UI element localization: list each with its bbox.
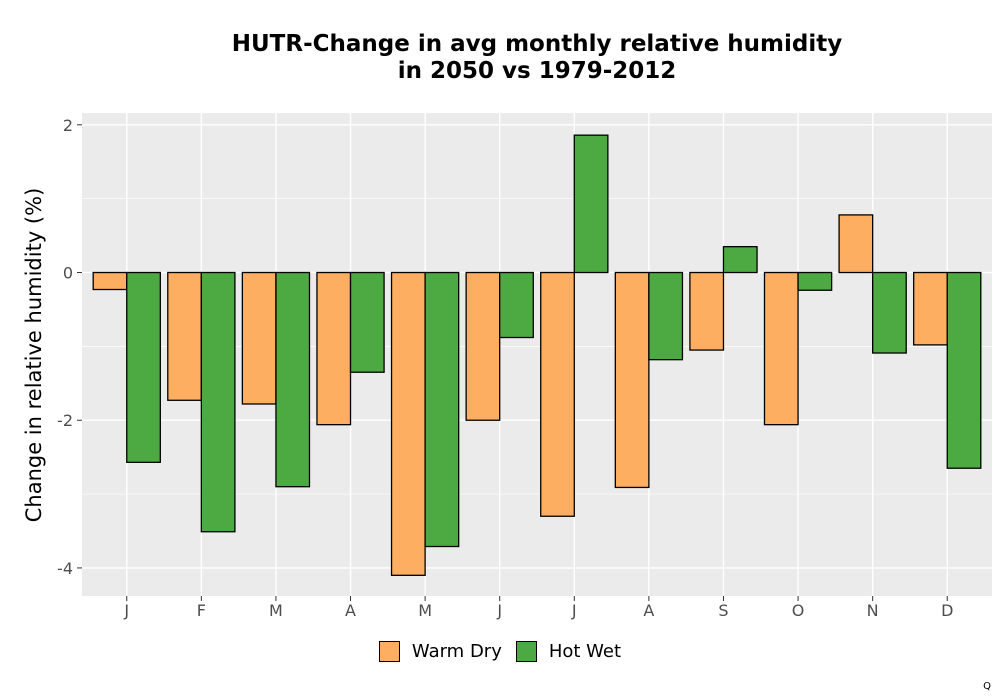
x-tick-label: S [718,601,728,620]
bar-hot-wet [424,271,460,548]
x-tick-label: M [418,601,432,620]
corner-mark: Q [983,681,991,692]
bar-hot-wet [349,271,385,373]
legend-item: Hot Wet [515,641,622,662]
bar-hot-wet [946,271,982,469]
bar-hot-wet [499,271,534,339]
legend: Warm Dry Hot Wet [0,641,1000,662]
x-tick-label: O [792,601,805,620]
bar-hot-wet [648,271,684,361]
bar-hot-wet [797,271,833,291]
bar-warm-dry [763,271,799,426]
y-tick-label: -2 [57,411,73,430]
x-tick-label: J [123,601,129,620]
x-tick-label: A [345,601,356,620]
bar-warm-dry [92,271,128,291]
chart-title: HUTR-Change in avg monthly relative humi… [82,31,992,85]
legend-item: Warm Dry [378,641,502,662]
x-tick-label: A [643,601,654,620]
bar-hot-wet [275,271,311,488]
legend-swatch [515,641,537,662]
bar-hot-wet [872,271,907,354]
bar-hot-wet [573,134,609,274]
x-tick-label: D [941,601,953,620]
bar-warm-dry [913,271,948,346]
bar-hot-wet [200,271,236,533]
y-tick-label: -4 [57,559,73,578]
bar-warm-dry [167,271,202,401]
bar-hot-wet [722,246,758,274]
chart-title-line: in 2050 vs 1979-2012 [397,58,677,84]
y-tick-label: 0 [63,264,73,283]
bar-warm-dry [838,214,874,274]
legend-label: Hot Wet [548,641,622,662]
bar-warm-dry [689,271,725,351]
bar-warm-dry [540,271,575,517]
bar-warm-dry [390,271,426,576]
chart-title-line: HUTR-Change in avg monthly relative humi… [231,31,843,57]
legend-swatch [378,641,400,662]
x-tick-label: F [197,601,206,620]
legend-label: Warm Dry [411,641,502,662]
bar-warm-dry [316,271,352,426]
x-tick-label: M [269,601,283,620]
x-tick-label: J [571,601,577,620]
x-tick-label: J [496,601,502,620]
bar-warm-dry [465,271,501,421]
bar-hot-wet [126,271,161,463]
bar-warm-dry [614,271,650,489]
bar-warm-dry [241,271,277,405]
y-tick-label: 2 [63,116,73,135]
x-tick-label: N [867,601,879,620]
